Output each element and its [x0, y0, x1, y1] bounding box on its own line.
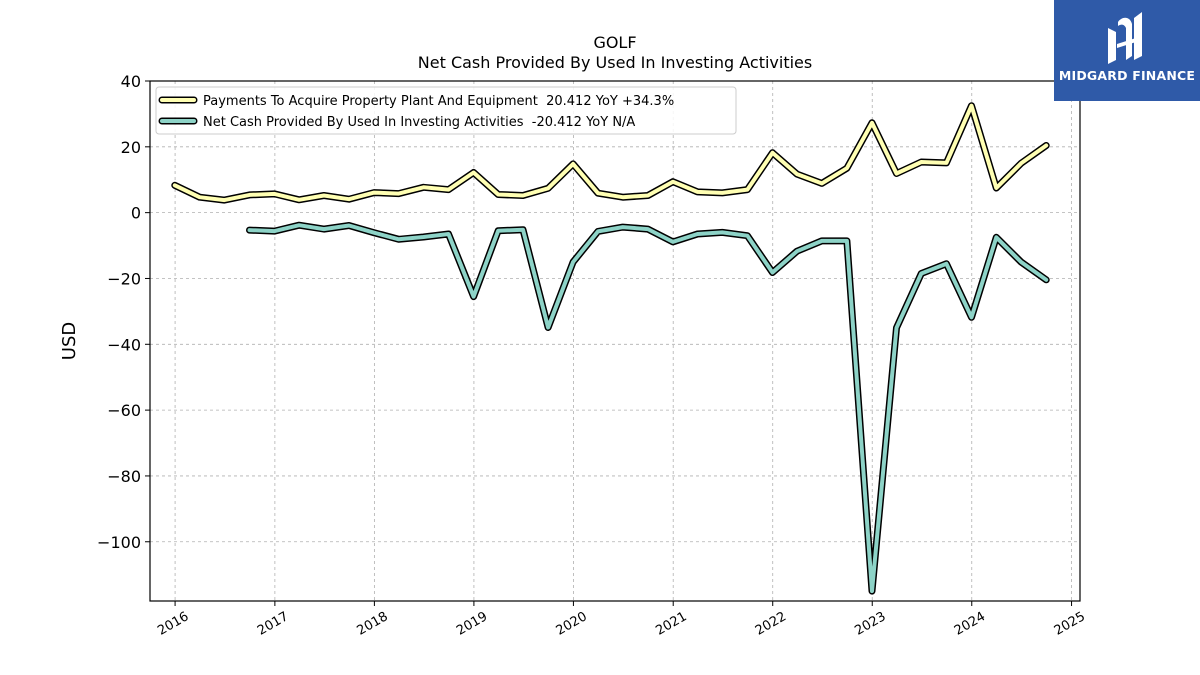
y-tick-label: 20: [121, 138, 141, 157]
legend-item-capex: Payments To Acquire Property Plant And E…: [158, 94, 674, 109]
plot-frame: [149, 80, 1081, 602]
logo-text: MIDGARD FINANCE: [1058, 68, 1196, 83]
y-tick-label: 40: [121, 72, 141, 91]
series-layer: [171, 102, 1050, 595]
y-tick-label: −60: [107, 401, 141, 420]
chart-subtitle: Net Cash Provided By Used In Investing A…: [418, 53, 812, 72]
midgard-finance-logo: MIDGARD FINANCE: [1054, 0, 1200, 101]
series-line-investing: [247, 223, 1049, 594]
y-tick-label: −20: [107, 269, 141, 288]
series-line-capex: [172, 103, 1049, 203]
logo-mark-icon: [1108, 12, 1142, 64]
legend-label-investing: Net Cash Provided By Used In Investing A…: [203, 115, 635, 130]
y-axis-label: USD: [59, 322, 80, 360]
legend-item-investing: Net Cash Provided By Used In Investing A…: [158, 115, 635, 130]
y-tick-label: −40: [107, 335, 141, 354]
y-tick-label: −80: [107, 467, 141, 486]
y-tick-label: −100: [97, 533, 141, 552]
chart-title: GOLF: [593, 33, 636, 52]
legend-box: [155, 86, 737, 135]
legend: Payments To Acquire Property Plant And E…: [155, 86, 737, 135]
y-tick-label: 0: [131, 204, 141, 223]
y-axis: 40 20 0 −20 −40 −60 −80 −100: [97, 72, 150, 552]
legend-label-capex: Payments To Acquire Property Plant And E…: [203, 94, 674, 109]
